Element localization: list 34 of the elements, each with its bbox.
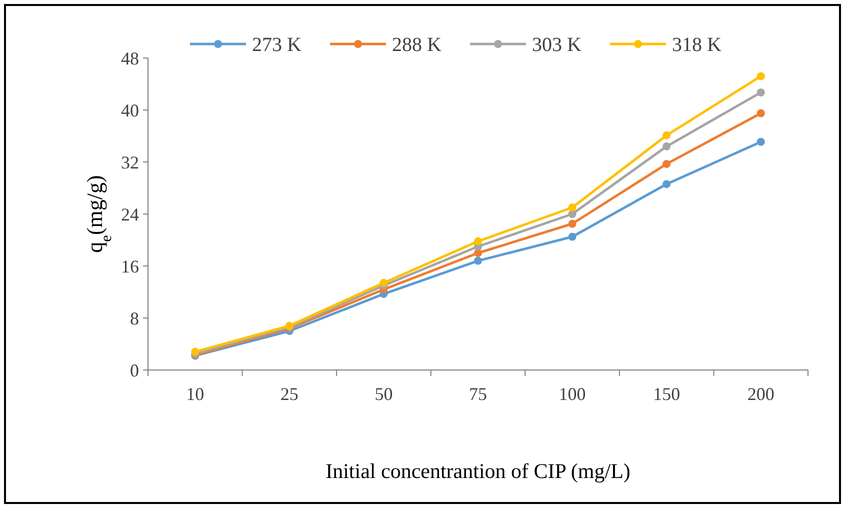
y-tick-label: 40 [121,100,139,120]
point [756,88,765,96]
legend-label: 303 K [532,34,582,56]
point [756,72,765,80]
x-tick-label: 75 [469,384,487,404]
point [662,180,671,188]
point [568,204,576,212]
point [662,131,671,140]
x-tick-label: 10 [186,384,204,404]
point [474,249,482,257]
point [474,237,482,246]
point [568,220,576,228]
x-axis-title: Initial concentrantion of CIP (mg/L) [326,459,630,483]
legend-label: 288 K [392,34,442,56]
point [756,138,765,146]
x-tick-label: 100 [558,384,586,404]
x-tick-label: 50 [374,384,393,404]
legend-label: 273 K [252,34,302,56]
x-tick-label: 150 [653,384,680,404]
x-tick-label: 25 [280,384,298,404]
y-tick-label: 24 [121,204,139,224]
point [568,232,576,241]
y-tick-label: 48 [121,48,139,68]
point [474,256,482,265]
y-tick-label: 16 [121,256,139,276]
y-tick-label: 0 [130,360,139,380]
y-tick-label: 32 [121,152,139,172]
point [756,109,765,118]
point [380,278,388,287]
legend-label: 318 K [672,34,722,56]
point [662,160,671,168]
point [662,142,671,150]
x-tick-label: 200 [747,384,774,404]
y-tick-label: 8 [130,308,139,328]
